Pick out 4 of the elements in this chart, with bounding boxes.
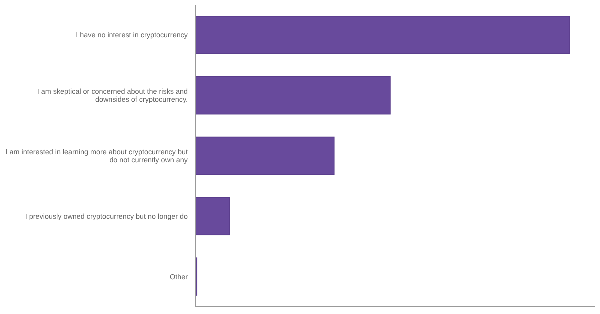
bar [196,16,570,54]
bar [196,197,230,236]
bar [196,76,391,115]
bar [196,136,335,176]
